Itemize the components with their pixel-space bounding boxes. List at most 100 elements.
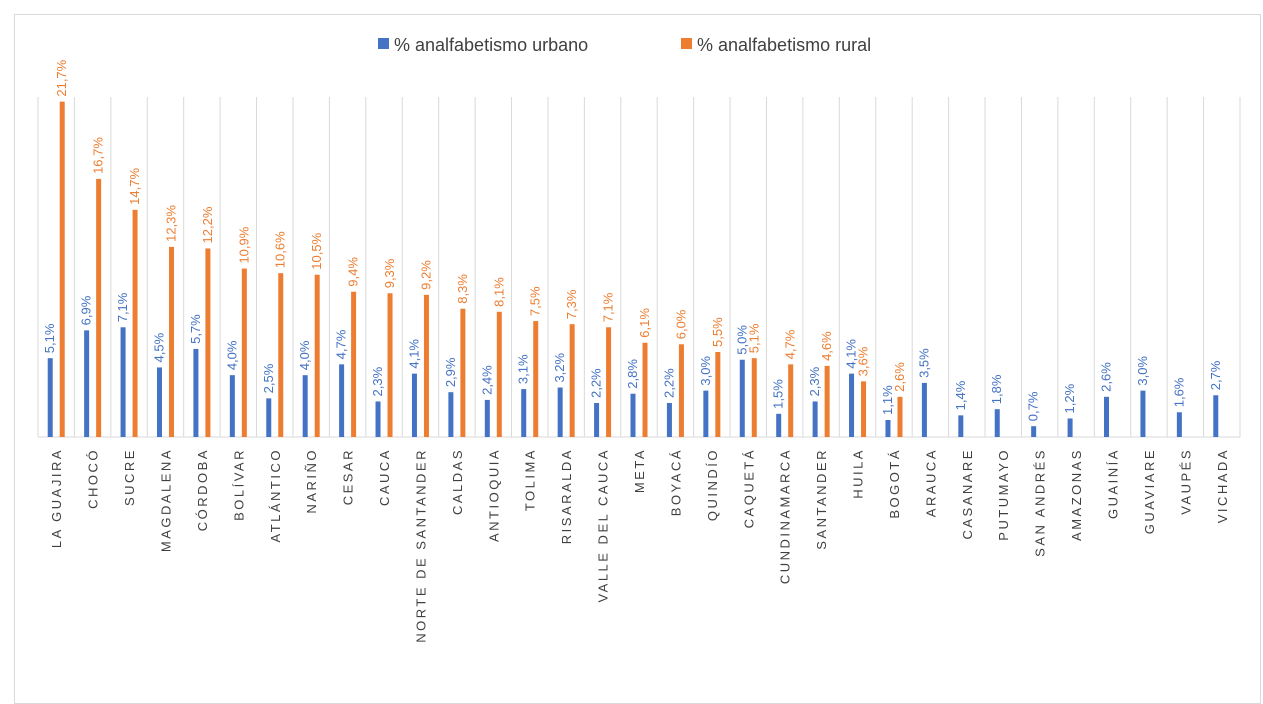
bar-rural [606,327,612,437]
data-label-rural: 3,6% [856,346,871,376]
data-label-rural: 7,5% [528,286,543,316]
bar-rural [241,268,247,437]
data-label-rural: 5,1% [746,323,761,353]
bar-rural [642,342,648,437]
bar-rural [897,396,903,437]
data-label-urbano: 1,8% [989,374,1004,404]
bar-rural [788,364,794,437]
category-label: MAGDALENA [158,448,173,552]
bar-urbano [266,398,272,437]
data-label-rural: 6,1% [637,308,652,338]
data-label-urbano: 6,9% [79,295,94,325]
bar-urbano [1176,412,1182,437]
data-label-rural: 16,7% [91,137,106,174]
chart-frame [14,14,1261,704]
category-label: ATLÁNTICO [268,448,283,543]
data-label-urbano: 2,3% [807,366,822,396]
data-label-rural: 8,1% [491,277,506,307]
bar-urbano [994,409,1000,437]
bar-rural [460,308,466,437]
category-label: BOGOTÁ [887,448,902,519]
data-label-rural: 4,6% [819,331,834,361]
bar-urbano [120,327,126,437]
category-label: LA GUAJIRA [49,448,64,548]
data-label-rural: 10,9% [236,226,251,263]
legend-swatch-urbano [378,38,389,49]
data-label-urbano: 1,5% [771,379,786,409]
category-label: TOLIMA [523,448,538,511]
bar-urbano [375,401,381,437]
bar-rural [569,324,575,437]
bar-rural [533,321,539,437]
bar-urbano [739,359,745,437]
bar-urbano [448,392,454,437]
data-label-urbano: 3,0% [698,356,713,386]
bars [47,101,1219,438]
bar-rural [168,246,174,437]
data-label-rural: 2,6% [892,362,907,392]
data-label-urbano: 1,1% [880,385,895,415]
bar-rural [205,248,211,437]
bar-urbano [193,348,199,437]
bar-urbano [885,420,891,437]
legend-label-urbano: % analfabetismo urbano [394,35,588,55]
data-label-urbano: 3,0% [1135,356,1150,386]
data-label-urbano: 3,2% [552,352,567,382]
bar-urbano [630,393,636,437]
bar-urbano [484,399,490,437]
data-label-rural: 21,7% [54,59,69,96]
bar-rural [351,291,357,437]
category-label: CAQUETÁ [741,448,756,528]
data-label-urbano: 2,6% [1099,362,1114,392]
data-label-urbano: 4,0% [297,340,312,370]
bar-urbano [84,330,90,437]
category-label: SAN ANDRÉS [1033,448,1048,557]
category-label: BOLÍVAR [231,448,246,521]
bar-rural [678,344,684,437]
data-label-urbano: 4,1% [844,339,859,369]
category-label: GUAVIARE [1142,448,1157,534]
data-label-rural: 12,3% [163,205,178,242]
data-label-urbano: 3,1% [516,354,531,384]
category-label: ARAUCA [923,448,938,517]
bar-urbano [666,403,672,437]
data-label-rural: 9,4% [346,257,361,287]
data-label-rural: 7,3% [564,289,579,319]
category-label: PUTUMAYO [996,448,1011,541]
data-label-rural: 10,5% [309,232,324,269]
data-label-rural: 9,2% [418,260,433,290]
data-label-rural: 8,3% [455,274,470,304]
category-label: CUNDINAMARCA [778,448,793,584]
category-label: NORTE DE SANTANDER [413,448,428,643]
data-label-urbano: 2,7% [1208,360,1223,390]
data-label-urbano: 3,5% [916,348,931,378]
data-label-urbano: 1,6% [1171,377,1186,407]
data-label-urbano: 5,1% [42,323,57,353]
gridlines [37,97,1241,437]
bar-rural [314,274,320,437]
bar-urbano [1213,395,1219,437]
bar-urbano [849,373,855,437]
bar-urbano [156,367,162,437]
bar-urbano [229,375,235,437]
bar-urbano [594,403,600,437]
category-label: HUILA [851,448,866,499]
category-label: GUAINÍA [1106,448,1121,519]
data-label-urbano: 2,5% [261,363,276,393]
data-label-rural: 4,7% [783,329,798,359]
bar-rural [423,294,429,437]
category-label: BOYACÁ [668,448,683,516]
bar-urbano [1140,390,1146,437]
data-label-urbano: 5,7% [188,314,203,344]
data-label-urbano: 4,5% [151,332,166,362]
data-label-urbano: 2,2% [589,368,604,398]
data-label-urbano: 4,0% [224,340,239,370]
legend-label-rural: % analfabetismo rural [697,35,871,55]
bar-urbano [302,375,308,437]
bar-urbano [47,358,53,437]
data-label-urbano: 7,1% [115,292,130,322]
bar-rural [278,273,284,437]
data-label-urbano: 2,3% [370,366,385,396]
category-label: CAUCA [377,448,392,506]
